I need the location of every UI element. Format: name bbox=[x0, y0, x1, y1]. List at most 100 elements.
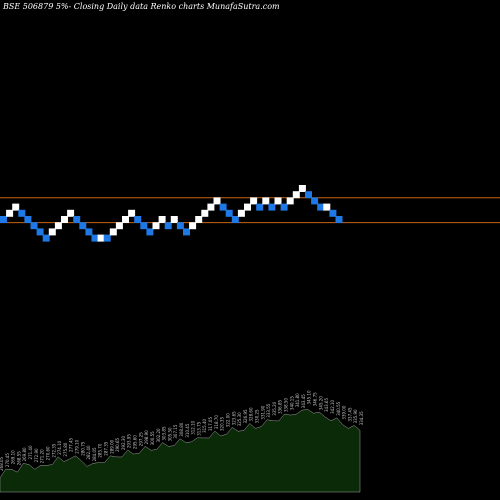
volume-label: 338.50 bbox=[284, 398, 289, 412]
renko-brick-up bbox=[97, 234, 105, 242]
renko-brick-up bbox=[122, 216, 129, 223]
volume-label: 312.10 bbox=[191, 420, 196, 434]
renko-brick-up bbox=[115, 222, 123, 230]
renko-brick-up bbox=[48, 228, 56, 236]
volume-label: 307.15 bbox=[173, 424, 178, 438]
renko-brick-up bbox=[286, 197, 294, 205]
volume-label: 272.90 bbox=[34, 448, 39, 462]
volume-label: 330.25 bbox=[255, 409, 260, 423]
renko-brick-down bbox=[79, 222, 87, 230]
volume-label: 325.30 bbox=[237, 412, 242, 426]
renko-brick-up bbox=[244, 203, 251, 211]
renko-brick-up bbox=[298, 185, 306, 192]
renko-brick-up bbox=[189, 222, 197, 230]
renko-brick-down bbox=[134, 216, 142, 223]
renko-brick-down bbox=[164, 222, 172, 230]
volume-label: 343.65 bbox=[324, 398, 329, 412]
renko-brick-up bbox=[128, 209, 136, 217]
volume-label: 345.10 bbox=[307, 390, 312, 404]
volume-label: 322.00 bbox=[226, 413, 231, 427]
volume-label: 337.45 bbox=[347, 407, 352, 421]
renko-brick-down bbox=[225, 209, 233, 217]
renko-brick-down bbox=[311, 197, 319, 205]
volume-label: 277.45 bbox=[69, 437, 74, 451]
renko-brick-down bbox=[268, 203, 276, 211]
volume-label: 313.75 bbox=[196, 421, 201, 435]
volume-label: 290.65 bbox=[115, 437, 120, 451]
volume-label: 279.10 bbox=[75, 439, 80, 453]
volume-label: 340.15 bbox=[289, 396, 294, 410]
renko-brick-down bbox=[317, 203, 325, 211]
renko-brick-down bbox=[91, 234, 99, 242]
renko-brick-up bbox=[12, 203, 20, 211]
volume-label: 308.80 bbox=[179, 422, 184, 436]
renko-brick-down bbox=[335, 216, 343, 223]
volume-label: 335.20 bbox=[272, 401, 277, 415]
volume-label: 298.90 bbox=[144, 430, 149, 444]
volume-label: 318.70 bbox=[214, 415, 219, 429]
volume-label: 315.40 bbox=[202, 418, 207, 432]
volume-label: 335.90 bbox=[353, 409, 358, 423]
volume-label: 300.55 bbox=[150, 431, 155, 445]
volume-label: 293.95 bbox=[127, 434, 132, 448]
renko-brick-down bbox=[0, 216, 7, 223]
volume-label: 317.05 bbox=[208, 417, 213, 431]
renko-brick-up bbox=[274, 197, 282, 205]
volume-labels: 268.05 270.45 269.10 268.55 269.80 271.40 272.… bbox=[0, 390, 364, 471]
renko-brick-up bbox=[6, 209, 14, 217]
renko-brick-down bbox=[30, 222, 38, 230]
volume-label: 282.40 bbox=[86, 445, 91, 459]
volume-label: 268.55 bbox=[16, 451, 21, 465]
renko-brick-up bbox=[292, 191, 300, 199]
volume-label: 289.00 bbox=[109, 439, 114, 453]
volume-label: 284.05 bbox=[92, 447, 97, 461]
renko-brick-down bbox=[176, 222, 184, 230]
renko-brick-up bbox=[54, 222, 62, 230]
renko-brick-down bbox=[18, 209, 26, 217]
volume-label: 310.45 bbox=[185, 423, 190, 437]
renko-brick-up bbox=[67, 209, 75, 217]
renko-bricks bbox=[0, 185, 343, 242]
renko-brick-down bbox=[183, 228, 190, 236]
volume-area bbox=[0, 409, 361, 493]
volume-label: 334.35 bbox=[359, 411, 364, 425]
renko-brick-up bbox=[152, 222, 160, 230]
volume-label: 326.95 bbox=[243, 409, 248, 423]
volume-label: 333.55 bbox=[266, 403, 271, 417]
renko-brick-up bbox=[250, 197, 258, 205]
volume-label: 331.90 bbox=[260, 405, 265, 419]
volume-label: 341.80 bbox=[295, 393, 300, 407]
renko-brick-down bbox=[36, 228, 44, 236]
volume-label: 272.35 bbox=[51, 443, 56, 457]
renko-brick-up bbox=[323, 203, 331, 211]
volume-label: 280.75 bbox=[80, 441, 85, 455]
volume-label: 269.80 bbox=[22, 447, 27, 461]
volume-label: 303.85 bbox=[162, 426, 167, 440]
renko-brick-up bbox=[201, 209, 209, 217]
renko-brick-up bbox=[262, 197, 270, 205]
renko-brick-down bbox=[231, 216, 239, 223]
volume-label: 340.55 bbox=[336, 401, 341, 415]
volume-label: 336.85 bbox=[278, 399, 283, 413]
renko-brick-down bbox=[85, 228, 93, 236]
volume-label: 328.60 bbox=[249, 407, 254, 421]
volume-label: 270.45 bbox=[5, 453, 10, 467]
volume-label: 320.35 bbox=[220, 417, 225, 431]
volume-label: 323.65 bbox=[231, 411, 236, 425]
volume-label: 275.80 bbox=[63, 442, 68, 456]
volume-label: 285.70 bbox=[98, 443, 103, 457]
renko-brick-down bbox=[140, 222, 148, 230]
renko-brick-down bbox=[24, 216, 32, 223]
renko-brick-up bbox=[158, 216, 166, 223]
volume-label: 339.00 bbox=[342, 405, 347, 419]
volume-label: 269.10 bbox=[11, 450, 16, 464]
volume-label: 268.05 bbox=[0, 456, 4, 470]
volume-label: 274.10 bbox=[57, 440, 62, 454]
volume-label: 305.50 bbox=[167, 427, 172, 441]
renko-brick-down bbox=[103, 234, 111, 242]
renko-brick-up bbox=[170, 216, 178, 223]
volume-label: 345.20 bbox=[318, 396, 323, 410]
renko-brick-down bbox=[42, 234, 50, 242]
renko-brick-down bbox=[305, 191, 312, 199]
